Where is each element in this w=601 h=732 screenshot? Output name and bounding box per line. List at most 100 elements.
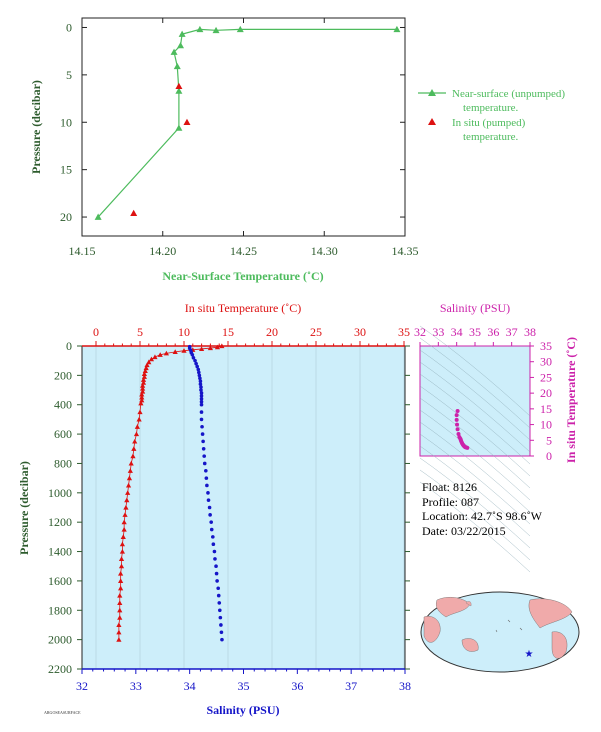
pressure-tick-7: 1400: [48, 545, 72, 559]
pressure-tick-10: 2000: [48, 633, 72, 647]
temperature-point-2: [207, 345, 213, 351]
salinity-point-19: [199, 397, 204, 401]
temperature-point-13: [143, 365, 149, 371]
near-surface-point-5: [177, 41, 185, 49]
legend-in-situ-label-2: temperature.: [463, 131, 519, 143]
ts-markers: [454, 409, 470, 450]
salinity-point-10: [197, 370, 201, 375]
temperature-point-3: [199, 346, 205, 352]
ts-isopycnals: [419, 325, 531, 573]
ts-chart-ticks: [419, 342, 534, 457]
salinity-point-36: [208, 513, 212, 517]
map-land-africa: [423, 616, 441, 643]
near-surface-point-2: [212, 26, 220, 34]
sal-tick-3: 35: [238, 679, 250, 693]
ts-isopycnal-10: [419, 445, 531, 537]
ts-x-axis-label: Salinity (PSU): [440, 301, 510, 315]
footer-small-text: ARGOSEASURFACE: [44, 710, 81, 715]
salinity-point-47: [216, 593, 221, 598]
top-y-tick-2: 10: [60, 115, 72, 129]
pressure-tick-0: 0: [66, 339, 72, 353]
in-situ-point-0: [175, 82, 183, 90]
salinity-point-52: [219, 630, 224, 635]
temperature-point-16: [141, 374, 147, 379]
salinity-point-32: [205, 483, 209, 488]
ts-sal-tick-2: 34: [451, 325, 463, 339]
salinity-point-25: [200, 432, 205, 436]
temp-tick-3: 15: [222, 325, 234, 339]
ts-isopycnal-12: [419, 469, 531, 561]
top-x-axis-label: Near-Surface Temperature (˚C): [162, 269, 323, 283]
temperature-point-52: [117, 600, 123, 606]
legend-near-surface-label-2: temperature.: [463, 102, 519, 114]
ts-isopycnal-0: [419, 325, 531, 417]
temp-tick-6: 30: [354, 325, 366, 339]
map-land-japan: [465, 601, 472, 607]
in-situ-markers: [130, 82, 191, 217]
temperature-point-18: [140, 380, 147, 385]
salinity-point-14: [198, 382, 203, 386]
salinity-point-46: [216, 586, 220, 591]
temp-tick-2: 10: [178, 325, 190, 339]
ts-isopycnal-2: [419, 349, 531, 441]
in-situ-point-2: [130, 209, 138, 217]
temperature-point-41: [121, 519, 127, 525]
ts-chart: Salinity (PSU) 32 33 34 35 36 37 38 0 5 …: [414, 301, 578, 573]
salinity-point-28: [202, 454, 207, 458]
temperature-point-42: [121, 526, 127, 532]
ts-point-17: [465, 445, 470, 450]
in-situ-point-1: [183, 118, 191, 126]
top-y-tick-1: 5: [66, 68, 72, 82]
ts-temp-tick-7: 35: [540, 339, 552, 353]
temperature-point-29: [133, 431, 140, 437]
salinity-point-45: [215, 579, 219, 583]
salinity-point-18: [199, 394, 204, 398]
salinity-point-17: [199, 391, 204, 395]
ts-point-1: [454, 413, 459, 418]
temperature-point-23: [139, 394, 145, 400]
salinity-point-11: [197, 373, 202, 378]
salinity-point-15: [199, 385, 203, 389]
temperature-point-48: [118, 570, 124, 576]
salinity-point-41: [212, 549, 217, 554]
ts-point-0: [455, 409, 460, 414]
ts-temp-tick-6: 30: [540, 355, 552, 369]
salinity-point-30: [204, 468, 208, 473]
sal-tick-6: 38: [399, 679, 411, 693]
temperature-point-39: [123, 504, 129, 510]
salinity-point-27: [201, 446, 206, 451]
ts-point-3: [455, 422, 460, 427]
salinity-point-16: [199, 388, 203, 392]
location: Location: 42.7˚S 98.6˚W: [422, 509, 542, 524]
main-y-axis-label: Pressure (decibar): [17, 461, 31, 555]
ts-temp-tick-4: 20: [540, 386, 552, 400]
main-chart-frame: [81, 345, 406, 670]
temperature-point-36: [125, 482, 132, 488]
top-y-tick-4: 20: [60, 210, 72, 224]
sal-tick-2: 34: [184, 679, 196, 693]
salinity-point-7: [194, 361, 198, 366]
salinity-point-48: [217, 601, 222, 605]
salinity-point-23: [199, 417, 204, 422]
salinity-point-38: [209, 527, 214, 532]
temperature-point-9: [152, 354, 158, 360]
float-id: Float: 8126: [422, 480, 478, 494]
ts-isopycnal-6: [419, 397, 531, 489]
salinity-point-22: [199, 410, 204, 414]
salinity-point-39: [211, 535, 215, 539]
ts-isopycnal-11: [419, 457, 531, 549]
temp-tick-5: 25: [310, 325, 322, 339]
float-info: Float: 8126 Profile: 087 Location: 42.7˚…: [422, 480, 542, 538]
ts-isopycnal-1: [419, 337, 531, 429]
temperature-point-17: [140, 377, 147, 382]
near-surface-point-3: [196, 25, 204, 33]
salinity-point-9: [196, 367, 201, 372]
pressure-tick-5: 1000: [48, 486, 72, 500]
near-surface-point-4: [178, 30, 186, 37]
temperature-point-6: [172, 349, 178, 354]
temperature-point-32: [130, 453, 136, 459]
near-surface-point-8: [175, 87, 183, 94]
ts-isopycnal-3: [419, 361, 531, 453]
temperature-point-19: [140, 383, 146, 388]
